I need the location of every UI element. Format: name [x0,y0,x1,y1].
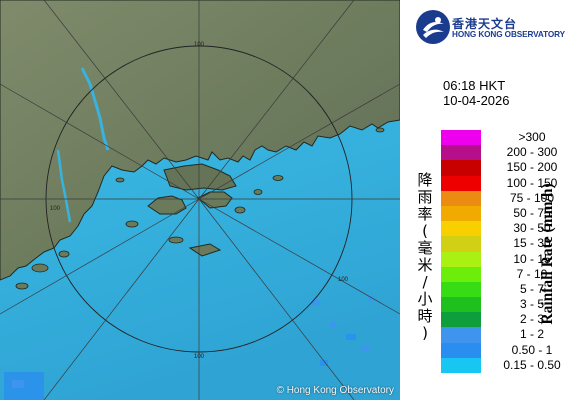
title-zh-char: / [422,273,428,291]
legend-swatch [441,160,481,176]
west-estuary-channel [56,149,72,223]
copyright-notice: © Hong Kong Observatory [276,385,394,396]
legend-swatch [441,175,481,191]
legend-swatch [441,312,481,328]
lamma-island [188,243,222,257]
rainfall-rate-title-zh: 降雨率(毫米 / 小時) [416,172,434,342]
org-name-zh: 香港天文台 [452,17,518,31]
legend-label: 0.15 - 0.50 [503,357,561,372]
legend-swatch [441,297,481,313]
northwest-river-channel [80,67,110,151]
legend-swatch [441,281,481,298]
legend-label: 15 - 30 [513,236,551,251]
legend-swatch [441,190,481,206]
radar-map[interactable]: 100 100 100 100 © Hong Kong Observatory [0,0,400,400]
observation-date: 10-04-2026 [443,93,510,108]
legend-swatch [441,205,481,222]
legend-swatch [441,236,481,252]
title-zh-char: 小 [417,290,433,308]
title-zh-char: ( [422,222,428,240]
ring-label-north: 100 [194,42,205,48]
radar-map-canvas: 100 100 100 100 [0,0,400,400]
mainland-landmass [0,0,400,281]
ring-label-west: 100 [50,206,61,212]
title-zh-char: 米 [417,256,433,274]
title-zh-char: 毫 [417,239,433,257]
title-zh-char: ) [422,324,428,342]
legend-label: 5 - 7 [519,281,544,296]
legend-label: 3 - 5 [519,297,544,312]
legend-swatch [441,266,481,282]
legend-label: 0.50 - 1 [511,342,553,357]
legend-label: 200 - 300 [506,145,558,160]
ring-label-south: 100 [194,354,205,360]
title-zh-char: 率 [417,205,433,223]
legend-swatch [441,357,481,373]
radar-rain-echoes [4,296,374,400]
legend-panel: 香港天文台 HONG KONG OBSERVATORY 06:18 HKT 10… [400,0,577,400]
legend-label: 2 - 3 [519,312,544,327]
legend-swatch [441,327,481,343]
title-zh-char: 時 [417,307,433,325]
legend-swatch [441,130,481,146]
legend-swatch [441,251,481,267]
ring-label-east: 100 [338,277,349,283]
legend-swatch [441,145,481,161]
legend-label: 10 - 15 [513,251,551,266]
legend-label: 7 - 10 [516,266,548,281]
legend-label: 1 - 2 [519,327,544,342]
hko-emblem-icon [416,10,450,44]
legend-label: 75 - 100 [509,190,555,205]
radial-spokes [0,0,400,400]
hong-kong-island [197,191,233,209]
legend-label: 100 - 150 [506,175,558,190]
legend-label: 150 - 200 [506,160,558,175]
legend-label: 30 - 50 [513,221,551,236]
legend-label: 50 - 75 [513,205,551,220]
title-zh-char: 雨 [417,188,433,206]
legend-swatch [441,342,481,358]
hko-logo: 香港天文台 HONG KONG OBSERVATORY [414,8,574,48]
legend-swatch [441,221,481,237]
legend-label: >300 [518,130,546,144]
offshore-islands [15,127,385,290]
observation-time: 06:18 HKT [443,78,506,93]
lantau-island [147,195,187,215]
title-zh-char: 降 [417,171,433,189]
org-name-en: HONG KONG OBSERVATORY [452,30,565,39]
range-ring-labels: 100 100 100 100 [50,42,349,360]
